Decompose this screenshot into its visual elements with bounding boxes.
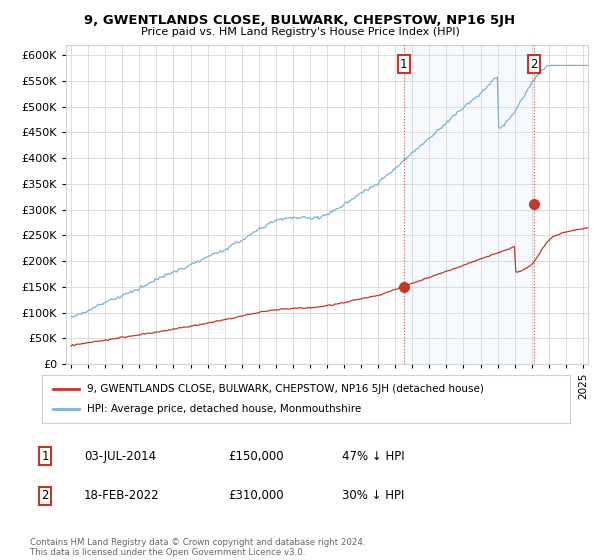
Text: 18-FEB-2022: 18-FEB-2022 (84, 489, 160, 502)
Text: HPI: Average price, detached house, Monmouthshire: HPI: Average price, detached house, Monm… (87, 404, 361, 414)
Text: Price paid vs. HM Land Registry's House Price Index (HPI): Price paid vs. HM Land Registry's House … (140, 27, 460, 37)
Text: 9, GWENTLANDS CLOSE, BULWARK, CHEPSTOW, NP16 5JH (detached house): 9, GWENTLANDS CLOSE, BULWARK, CHEPSTOW, … (87, 384, 484, 394)
Text: £310,000: £310,000 (228, 489, 284, 502)
Text: 1: 1 (400, 58, 407, 71)
Text: £150,000: £150,000 (228, 450, 284, 463)
Text: 47% ↓ HPI: 47% ↓ HPI (342, 450, 404, 463)
Text: 03-JUL-2014: 03-JUL-2014 (84, 450, 156, 463)
Text: 2: 2 (530, 58, 538, 71)
Text: 1: 1 (41, 450, 49, 463)
Text: 2: 2 (41, 489, 49, 502)
Bar (404, 45, 534, 364)
Text: 30% ↓ HPI: 30% ↓ HPI (342, 489, 404, 502)
Text: 9, GWENTLANDS CLOSE, BULWARK, CHEPSTOW, NP16 5JH: 9, GWENTLANDS CLOSE, BULWARK, CHEPSTOW, … (85, 14, 515, 27)
Text: Contains HM Land Registry data © Crown copyright and database right 2024.
This d: Contains HM Land Registry data © Crown c… (30, 538, 365, 557)
